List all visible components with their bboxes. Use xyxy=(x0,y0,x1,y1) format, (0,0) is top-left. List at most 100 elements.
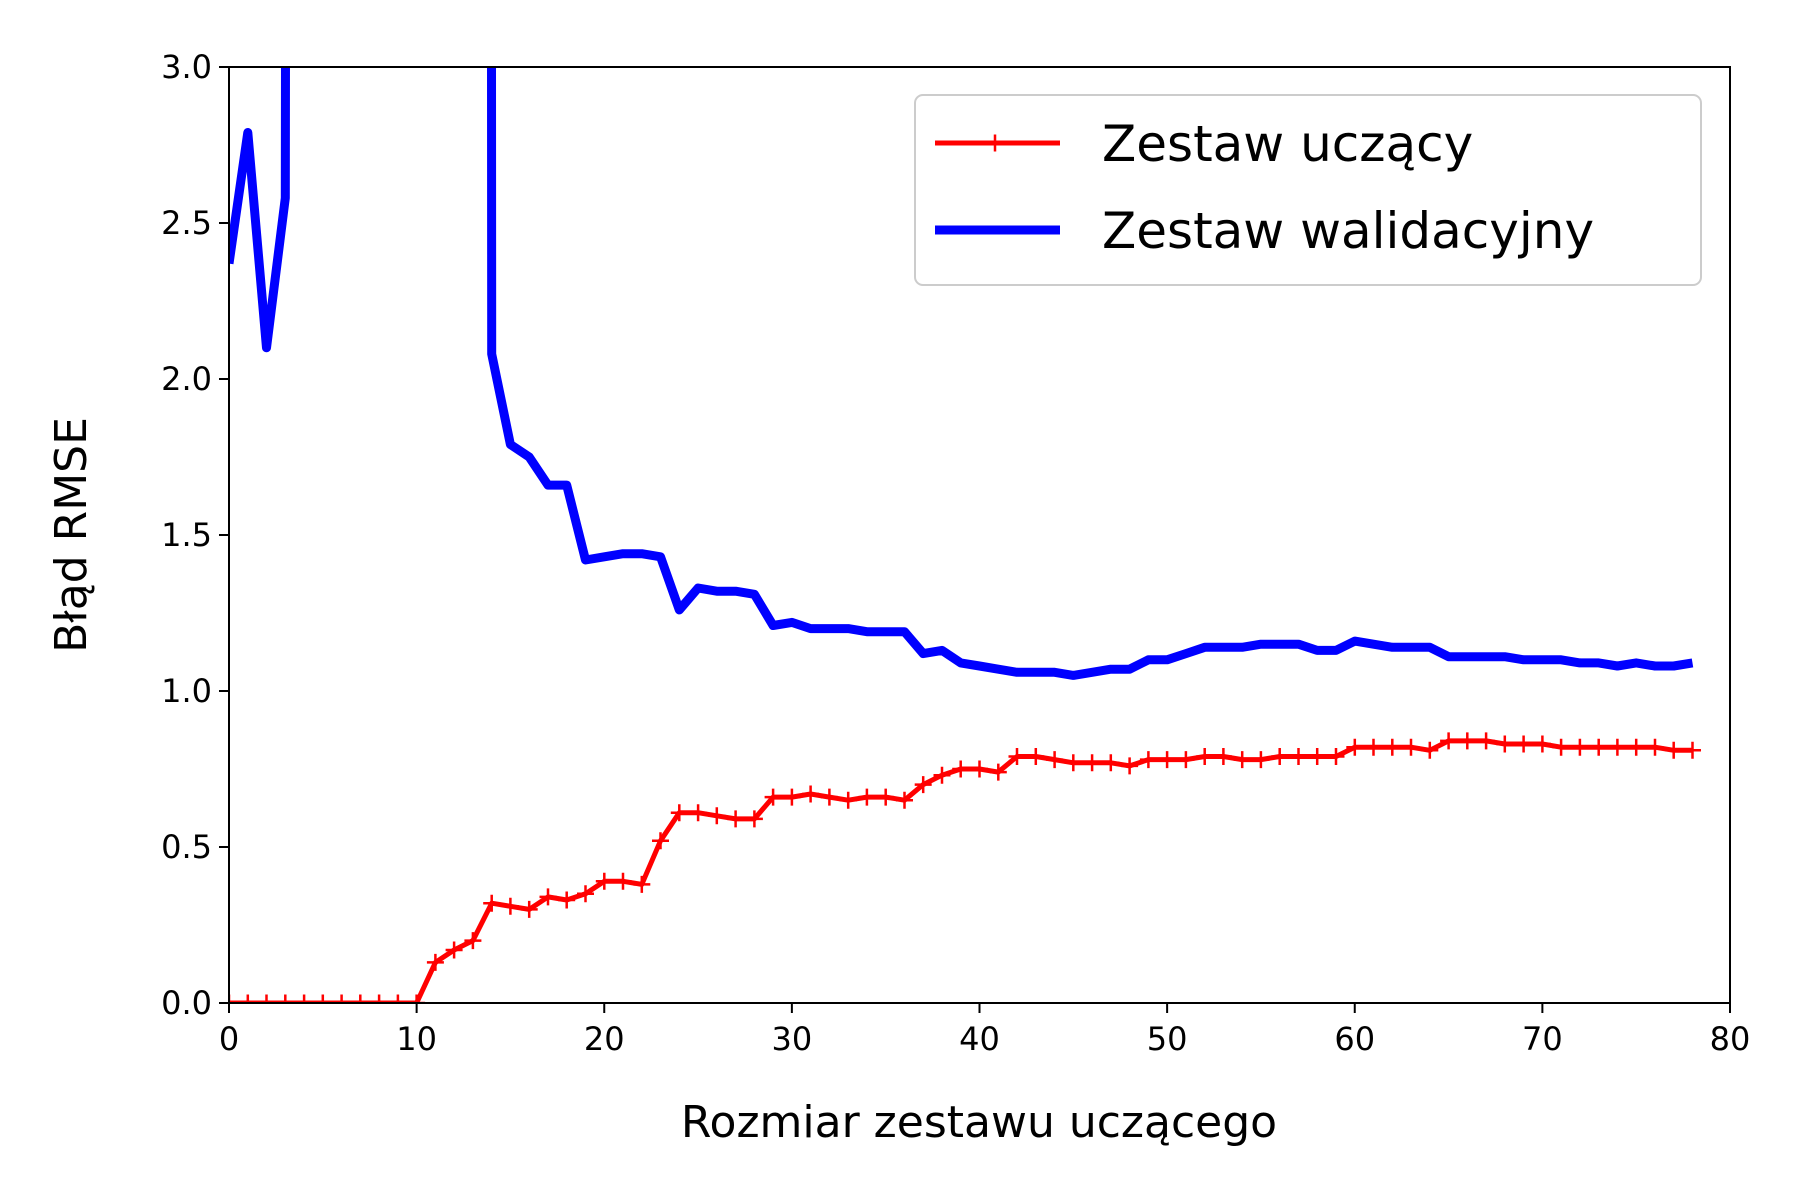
training-point xyxy=(1327,748,1345,765)
training-point xyxy=(351,994,369,1003)
training-point xyxy=(539,888,557,906)
training-point xyxy=(670,804,688,822)
training-point xyxy=(745,810,763,828)
training-point xyxy=(839,791,857,809)
training-point xyxy=(389,994,407,1003)
training-point xyxy=(314,994,332,1003)
training-point xyxy=(1552,738,1570,756)
training-point xyxy=(877,788,895,806)
training-point xyxy=(258,994,275,1003)
legend-box xyxy=(914,94,1702,286)
training-point xyxy=(1139,751,1157,769)
training-point xyxy=(1496,735,1514,753)
training-point xyxy=(1365,738,1382,756)
y-tick-label: 1.0 xyxy=(161,672,212,710)
training-point xyxy=(1083,754,1101,772)
legend-label-validation: Zestaw walidacyjny xyxy=(1102,202,1594,260)
training-point xyxy=(1308,748,1326,765)
training-point xyxy=(1233,751,1251,769)
training-point xyxy=(370,994,388,1003)
training-point xyxy=(558,891,576,909)
training-point xyxy=(1196,748,1214,765)
training-point xyxy=(1346,738,1364,756)
series-line-validation xyxy=(229,67,1694,680)
y-axis-ticks: 0.0 0.5 1.0 1.5 2.0 2.5 3.0 xyxy=(161,48,229,1022)
y-tick-label: 1.5 xyxy=(161,516,212,554)
training-point xyxy=(727,810,745,828)
training-point xyxy=(520,900,538,918)
training-point xyxy=(914,776,932,794)
training-point xyxy=(1008,748,1026,765)
training-point xyxy=(1158,751,1176,769)
training-point xyxy=(1252,751,1270,769)
training-point xyxy=(1665,741,1683,759)
training-point xyxy=(1458,732,1476,750)
y-axis-label: Błąd RMSE xyxy=(46,417,97,653)
x-axis-label: Rozmiar zestawu uczącego xyxy=(681,1097,1277,1148)
training-point xyxy=(1477,732,1495,750)
training-point xyxy=(933,766,951,784)
training-point xyxy=(896,791,913,809)
training-point xyxy=(783,788,801,806)
training-point xyxy=(1571,738,1589,756)
training-point xyxy=(1290,748,1307,765)
x-tick-label: 70 xyxy=(1522,1020,1563,1058)
training-point xyxy=(708,807,726,825)
x-axis-ticks: 0 10 20 30 40 50 60 70 80 xyxy=(219,1003,1751,1058)
series-layer xyxy=(229,67,1701,1003)
training-point xyxy=(1027,748,1045,765)
training-point xyxy=(989,763,1007,781)
x-tick-label: 50 xyxy=(1147,1020,1188,1058)
training-point xyxy=(276,994,294,1003)
training-point xyxy=(501,897,519,915)
training-point xyxy=(464,932,482,950)
training-point xyxy=(333,994,351,1003)
training-point xyxy=(971,760,988,778)
training-point xyxy=(858,788,876,806)
training-point xyxy=(426,953,444,971)
training-point xyxy=(1046,751,1064,769)
training-point xyxy=(577,885,594,903)
training-point xyxy=(1590,738,1608,756)
training-point xyxy=(1646,738,1664,756)
x-tick-label: 10 xyxy=(396,1020,437,1058)
training-point xyxy=(689,804,707,822)
training-point xyxy=(1402,738,1420,756)
y-tick-label: 2.5 xyxy=(161,204,212,242)
training-point xyxy=(239,994,257,1003)
x-tick-label: 20 xyxy=(584,1020,625,1058)
training-point xyxy=(1421,741,1439,759)
x-tick-label: 0 xyxy=(219,1020,239,1058)
training-point xyxy=(1515,735,1533,753)
training-point xyxy=(1627,738,1645,756)
training-point xyxy=(1608,738,1626,756)
y-tick-label: 0.0 xyxy=(161,984,212,1022)
training-point xyxy=(408,994,426,1003)
training-point xyxy=(1177,751,1195,769)
training-point xyxy=(445,941,463,959)
y-tick-label: 0.5 xyxy=(161,828,212,866)
training-point xyxy=(764,788,782,806)
training-point xyxy=(1383,738,1401,756)
legend: Zestaw uczący Zestaw walidacyjny xyxy=(914,94,1702,286)
legend-marker-training xyxy=(986,134,1004,152)
training-point xyxy=(802,785,820,803)
training-point xyxy=(595,872,613,890)
y-tick-label: 3.0 xyxy=(161,48,212,86)
training-point xyxy=(1440,732,1458,750)
x-tick-label: 80 xyxy=(1710,1020,1751,1058)
x-tick-label: 30 xyxy=(772,1020,813,1058)
x-tick-label: 60 xyxy=(1334,1020,1375,1058)
training-point xyxy=(1533,735,1551,753)
training-point xyxy=(295,994,313,1003)
legend-label-training: Zestaw uczący xyxy=(1102,115,1473,173)
training-point xyxy=(1121,757,1139,775)
training-point xyxy=(1214,748,1232,765)
training-point xyxy=(820,788,838,806)
y-tick-label: 2.0 xyxy=(161,360,212,398)
x-tick-label: 40 xyxy=(959,1020,1000,1058)
training-point xyxy=(614,872,632,890)
training-point xyxy=(1102,754,1120,772)
training-point xyxy=(1064,754,1082,772)
